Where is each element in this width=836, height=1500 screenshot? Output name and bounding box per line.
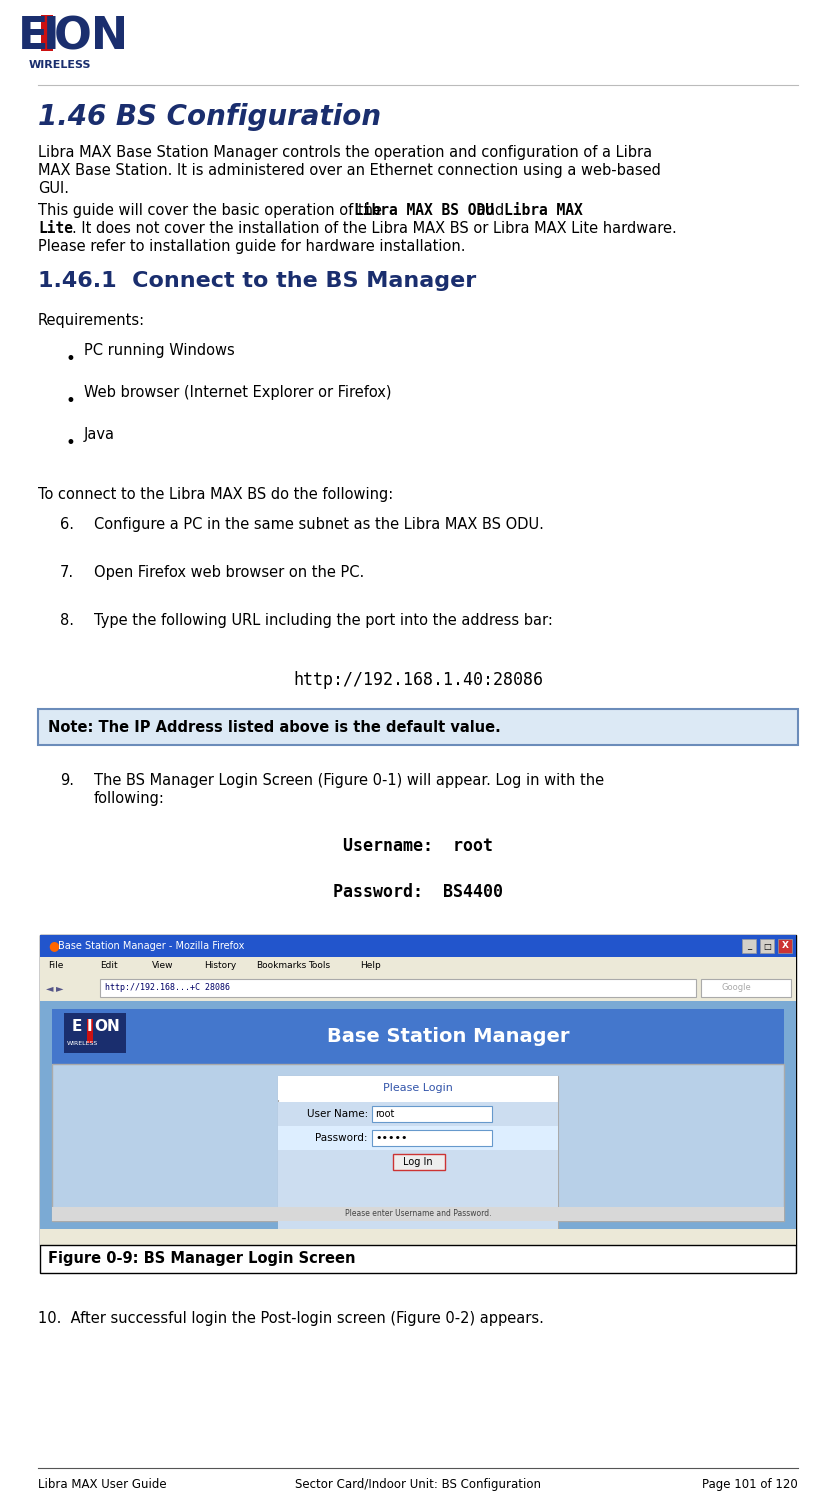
- Bar: [87, 1019, 93, 1042]
- Text: Page 101 of 120: Page 101 of 120: [702, 1478, 798, 1491]
- Text: MAX Base Station. It is administered over an Ethernet connection using a web-bas: MAX Base Station. It is administered ove…: [38, 164, 661, 178]
- Bar: [372, 1106, 492, 1122]
- Bar: [278, 1126, 558, 1150]
- Bar: [52, 1064, 784, 1221]
- Text: Username:  root: Username: root: [343, 837, 493, 855]
- Text: Note: The IP Address listed above is the default value.: Note: The IP Address listed above is the…: [48, 720, 501, 735]
- Text: Please enter Username and Password.: Please enter Username and Password.: [344, 1209, 492, 1218]
- Text: 8.: 8.: [60, 614, 74, 628]
- Text: I: I: [87, 1019, 93, 1034]
- Bar: [278, 1150, 558, 1176]
- Text: following:: following:: [94, 790, 165, 806]
- Text: Web browser (Internet Explorer or Firefox): Web browser (Internet Explorer or Firefo…: [84, 386, 391, 400]
- Text: Please refer to installation guide for hardware installation.: Please refer to installation guide for h…: [38, 238, 466, 254]
- Text: •: •: [66, 350, 76, 368]
- Text: Bookmarks: Bookmarks: [256, 962, 306, 970]
- Text: X: X: [782, 942, 788, 951]
- Text: Sector Card/Indoor Unit: BS Configuration: Sector Card/Indoor Unit: BS Configuratio…: [295, 1478, 541, 1491]
- Bar: [393, 1154, 445, 1170]
- Text: Edit: Edit: [100, 962, 118, 970]
- Bar: [278, 1176, 558, 1233]
- Text: 6.: 6.: [60, 518, 74, 532]
- Text: •••••: •••••: [375, 1132, 407, 1143]
- Text: Password:  BS4400: Password: BS4400: [333, 884, 503, 902]
- Text: File: File: [48, 962, 64, 970]
- Bar: [40, 934, 796, 1245]
- Text: PC running Windows: PC running Windows: [84, 344, 235, 358]
- Text: Lite: Lite: [38, 220, 73, 236]
- Text: Type the following URL including the port into the address bar:: Type the following URL including the por…: [94, 614, 553, 628]
- Bar: [40, 1228, 796, 1245]
- Bar: [64, 1013, 126, 1053]
- Text: •: •: [66, 433, 76, 451]
- Text: ON: ON: [54, 15, 129, 58]
- Text: □: □: [763, 942, 771, 951]
- Text: GUI.: GUI.: [38, 182, 69, 196]
- Bar: [778, 939, 792, 952]
- Text: To connect to the Libra MAX BS do the following:: To connect to the Libra MAX BS do the fo…: [38, 488, 393, 502]
- Text: WIRELESS: WIRELESS: [28, 60, 91, 70]
- Text: Figure 0-9: BS Manager Login Screen: Figure 0-9: BS Manager Login Screen: [48, 1251, 355, 1266]
- Bar: [41, 15, 53, 51]
- Text: ON: ON: [94, 1019, 120, 1034]
- Text: User Name:: User Name:: [307, 1108, 368, 1119]
- Text: and: and: [472, 202, 509, 217]
- Text: E: E: [18, 15, 48, 58]
- Bar: [742, 939, 756, 952]
- Text: Libra MAX BS ODU: Libra MAX BS ODU: [354, 202, 494, 217]
- Text: Password:: Password:: [315, 1132, 368, 1143]
- Text: root: root: [375, 1108, 395, 1119]
- Text: Java: Java: [84, 427, 115, 442]
- Text: ►: ►: [56, 982, 64, 993]
- Text: 9.: 9.: [60, 772, 74, 788]
- Text: Libra MAX Base Station Manager controls the operation and configuration of a Lib: Libra MAX Base Station Manager controls …: [38, 146, 652, 160]
- Bar: [40, 1000, 796, 1228]
- Text: Open Firefox web browser on the PC.: Open Firefox web browser on the PC.: [94, 566, 364, 580]
- Bar: [701, 980, 791, 998]
- Bar: [40, 957, 796, 975]
- Text: History: History: [204, 962, 237, 970]
- Text: 1.46.1  Connect to the BS Manager: 1.46.1 Connect to the BS Manager: [38, 272, 477, 291]
- Bar: [52, 1010, 784, 1221]
- Bar: [40, 975, 796, 1000]
- Text: _: _: [747, 942, 751, 951]
- Text: This guide will cover the basic operation of the: This guide will cover the basic operatio…: [38, 202, 386, 217]
- Text: Libra MAX: Libra MAX: [504, 202, 583, 217]
- Text: WIRELESS: WIRELESS: [66, 1041, 98, 1046]
- Text: Configure a PC in the same subnet as the Libra MAX BS ODU.: Configure a PC in the same subnet as the…: [94, 518, 544, 532]
- Text: Base Station Manager: Base Station Manager: [327, 1028, 569, 1045]
- Text: Google: Google: [721, 984, 751, 993]
- Text: http://192.168.1.40:28086: http://192.168.1.40:28086: [293, 670, 543, 688]
- Text: Libra MAX User Guide: Libra MAX User Guide: [38, 1478, 166, 1491]
- Text: I: I: [43, 15, 59, 58]
- Text: . It does not cover the installation of the Libra MAX BS or Libra MAX Lite hardw: . It does not cover the installation of …: [72, 220, 677, 236]
- Bar: [278, 1076, 558, 1100]
- Text: Tools: Tools: [308, 962, 330, 970]
- Bar: [38, 710, 798, 746]
- Text: 1.46 BS Configuration: 1.46 BS Configuration: [38, 104, 381, 130]
- Bar: [278, 1102, 558, 1126]
- Text: ◄: ◄: [46, 982, 54, 993]
- Bar: [100, 980, 696, 998]
- Text: The BS Manager Login Screen (Figure 0-1) will appear. Log in with the: The BS Manager Login Screen (Figure 0-1)…: [94, 772, 604, 788]
- Text: 10.  After successful login the Post-login screen (Figure 0-2) appears.: 10. After successful login the Post-logi…: [38, 1311, 544, 1326]
- Text: Please Login: Please Login: [383, 1083, 453, 1094]
- Text: Base Station Manager - Mozilla Firefox: Base Station Manager - Mozilla Firefox: [58, 940, 244, 951]
- Bar: [40, 1245, 796, 1274]
- Bar: [52, 1010, 784, 1064]
- Text: ●: ●: [48, 939, 59, 952]
- Bar: [760, 939, 774, 952]
- Text: •: •: [66, 392, 76, 410]
- Text: http://192.168...+C 28086: http://192.168...+C 28086: [105, 984, 230, 993]
- Text: Help: Help: [360, 962, 380, 970]
- Text: View: View: [152, 962, 174, 970]
- Text: 7.: 7.: [60, 566, 74, 580]
- Text: Log In: Log In: [403, 1156, 433, 1167]
- Bar: [52, 1208, 784, 1221]
- Bar: [40, 934, 796, 957]
- Text: Requirements:: Requirements:: [38, 314, 145, 328]
- Bar: [372, 1130, 492, 1146]
- Bar: [278, 1076, 558, 1232]
- Text: E: E: [72, 1019, 83, 1034]
